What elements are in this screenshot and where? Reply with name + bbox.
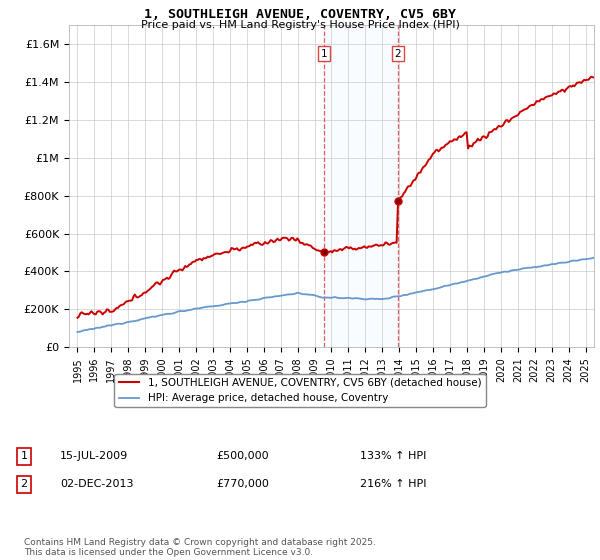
Text: 1: 1 bbox=[320, 49, 327, 59]
Legend: 1, SOUTHLEIGH AVENUE, COVENTRY, CV5 6BY (detached house), HPI: Average price, de: 1, SOUTHLEIGH AVENUE, COVENTRY, CV5 6BY … bbox=[115, 374, 485, 407]
Text: Price paid vs. HM Land Registry's House Price Index (HPI): Price paid vs. HM Land Registry's House … bbox=[140, 20, 460, 30]
Text: 02-DEC-2013: 02-DEC-2013 bbox=[60, 479, 133, 489]
Bar bbox=[323, 25, 398, 347]
Text: £500,000: £500,000 bbox=[216, 451, 269, 461]
Text: £770,000: £770,000 bbox=[216, 479, 269, 489]
Text: 216% ↑ HPI: 216% ↑ HPI bbox=[360, 479, 427, 489]
Text: 2: 2 bbox=[395, 49, 401, 59]
Text: 1, SOUTHLEIGH AVENUE, COVENTRY, CV5 6BY: 1, SOUTHLEIGH AVENUE, COVENTRY, CV5 6BY bbox=[144, 8, 456, 21]
Text: 1: 1 bbox=[20, 451, 28, 461]
Text: 15-JUL-2009: 15-JUL-2009 bbox=[60, 451, 128, 461]
Text: 133% ↑ HPI: 133% ↑ HPI bbox=[360, 451, 427, 461]
Text: 2: 2 bbox=[20, 479, 28, 489]
Text: Contains HM Land Registry data © Crown copyright and database right 2025.
This d: Contains HM Land Registry data © Crown c… bbox=[24, 538, 376, 557]
